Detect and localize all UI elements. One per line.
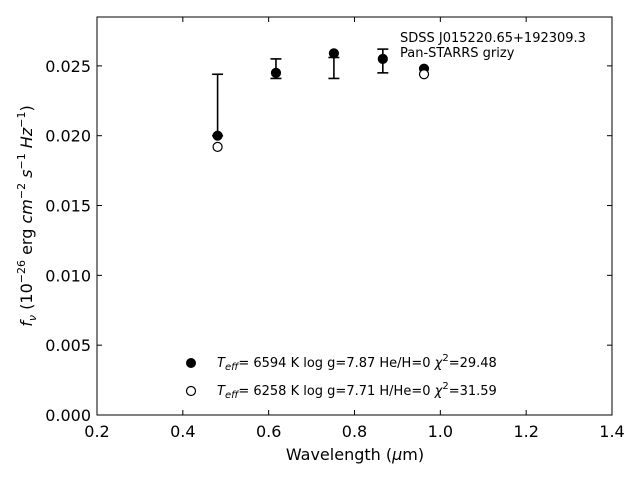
x-tick-label: 1.0 [428,422,453,441]
y-axis-label: fν (10−26 erg cm−2 s−1 Hz−1) [15,105,39,326]
x-tick-label: 1.4 [599,422,624,441]
x-axis-ticks: 0.2 0.4 0.6 0.8 1.0 1.2 1.4 [84,17,625,441]
x-tick-label: 1.2 [513,422,538,441]
legend-entry-open: Teff= 6258 K log g=7.71 H/He=0 χ2=31.59 [217,381,497,401]
x-axis-label: Wavelength (μm) [286,445,424,464]
x-tick-label: 0.6 [256,422,281,441]
annotation-line-2: Pan-STARRS grizy [400,46,515,61]
x-tick-label: 0.2 [84,422,109,441]
y-tick-label: 0.010 [45,266,91,285]
legend-marker-filled [186,358,196,368]
y-tick-label: 0.020 [45,127,91,146]
y-axis-ticks: 0.000 0.005 0.010 0.015 0.020 0.025 [45,57,612,425]
y-tick-label: 0.015 [45,197,91,216]
annotation-line-1: SDSS J015220.65+192309.3 [400,31,586,46]
y-tick-label: 0.005 [45,336,91,355]
x-tick-label: 0.8 [342,422,367,441]
y-tick-label: 0.000 [45,406,91,425]
error-bars [212,48,389,137]
model-point-open [418,69,430,80]
model-point-filled [270,67,282,78]
model-point-open [212,141,223,152]
legend-marker-open [185,385,197,397]
y-tick-label: 0.025 [45,57,91,76]
model-point-filled [328,48,339,59]
legend-entry-filled: Teff= 6594 K log g=7.87 He/H=0 χ2=29.48 [217,353,497,373]
model-point-filled [377,53,388,64]
data-points [212,48,430,152]
x-tick-label: 0.4 [170,422,195,441]
legend: Teff= 6594 K log g=7.87 He/H=0 χ2=29.48 … [185,353,497,401]
model-point-filled [212,130,223,141]
